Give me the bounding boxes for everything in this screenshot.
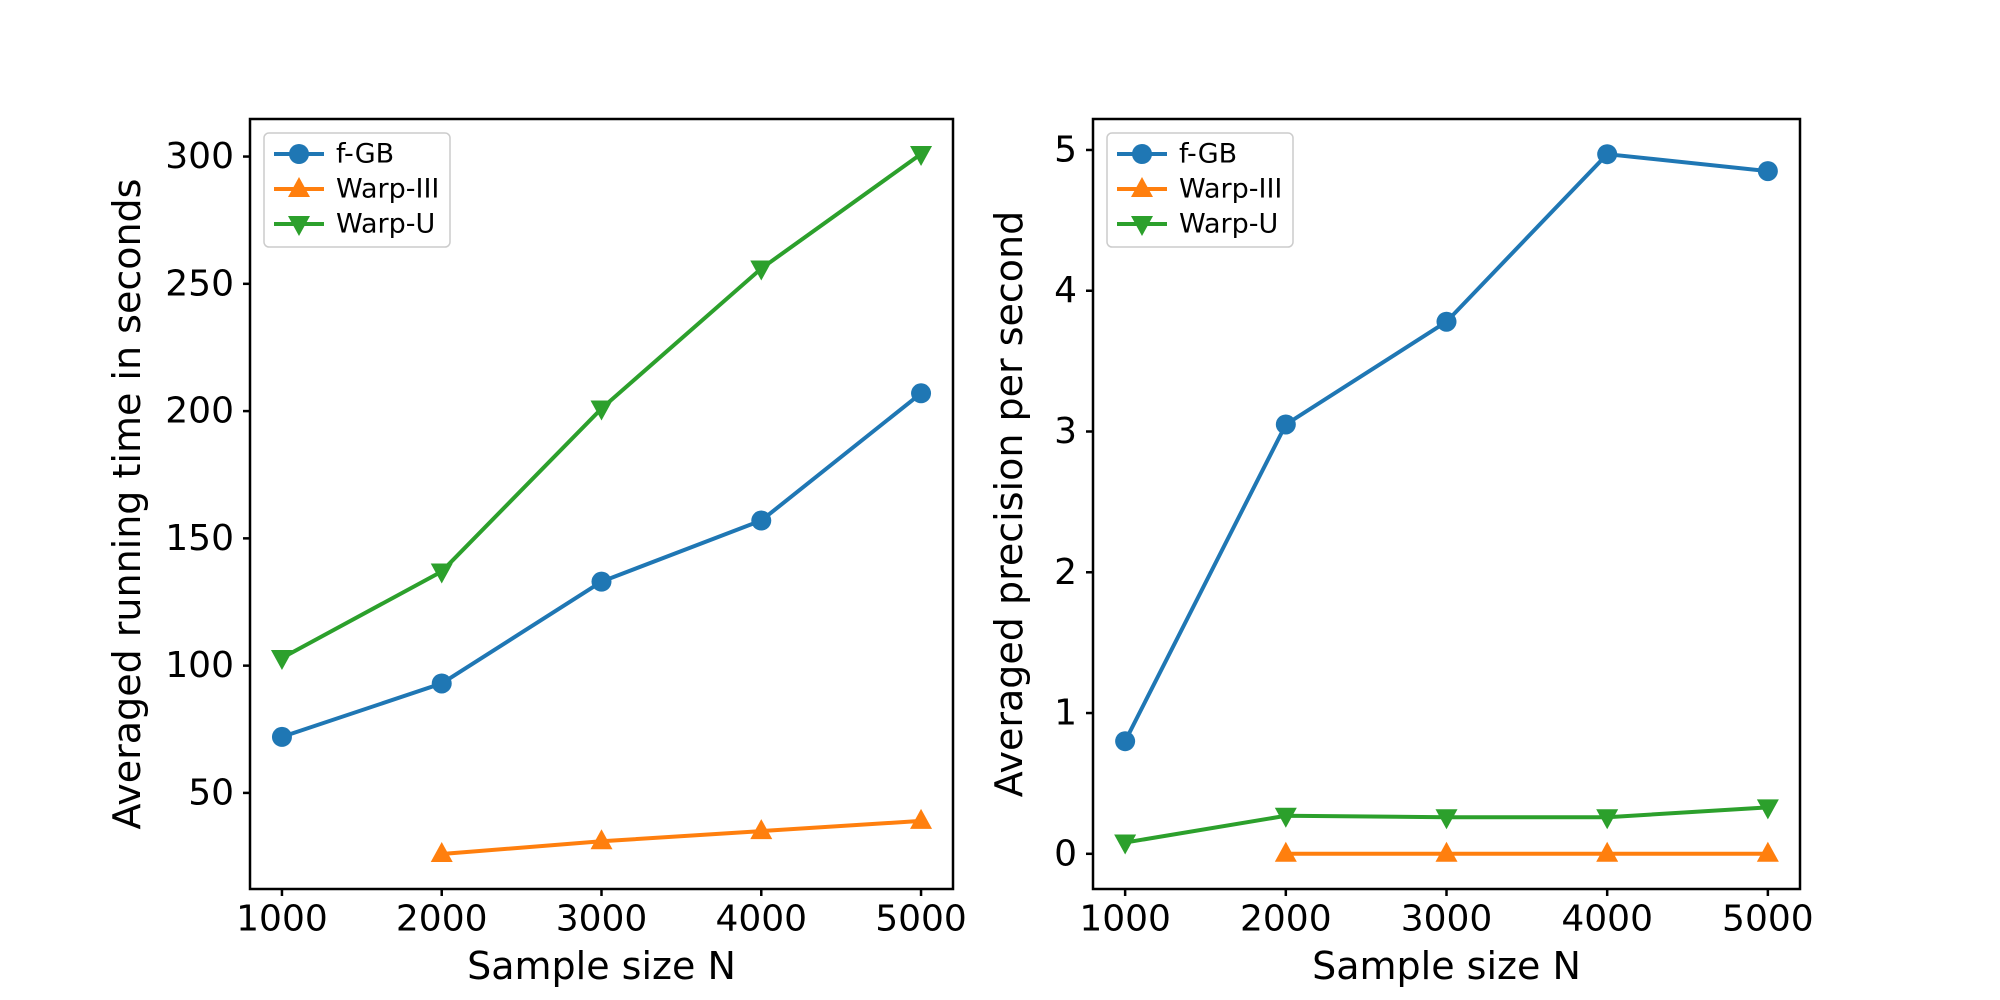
right-marker-Warp-III <box>1596 841 1619 862</box>
x-tick-label: 1000 <box>236 899 328 940</box>
legend-marker-f-GB <box>1132 144 1152 164</box>
right-marker-Warp-U <box>1435 809 1458 830</box>
left-marker-Warp-III <box>750 819 773 840</box>
x-tick-label: 3000 <box>1401 899 1493 940</box>
legend-label: f-GB <box>336 139 394 170</box>
left-marker-f-GB <box>431 673 452 694</box>
legend-box <box>1106 132 1294 248</box>
right-marker-Warp-III <box>1274 841 1297 862</box>
legend-marker-Warp-III <box>288 177 310 197</box>
left-marker-Warp-III <box>590 829 613 850</box>
legend-label: Warp-III <box>336 174 439 205</box>
left-marker-Warp-U <box>910 146 933 166</box>
x-tick-label: 5000 <box>875 899 967 940</box>
left-series-line-f-GB <box>281 391 923 739</box>
left-marker-Warp-III <box>430 842 453 862</box>
right-legend: f-GB Warp-III Warp-U <box>1106 132 1294 248</box>
right-marker-f-GB <box>1597 144 1618 165</box>
y-tick-label: 300 <box>165 136 234 177</box>
legend-label: f-GB <box>1179 139 1237 170</box>
right-marker-f-GB <box>1275 414 1296 435</box>
y-tick-label: 1 <box>1054 693 1077 734</box>
right-marker-Warp-U <box>1114 834 1137 855</box>
left-x-axis-label: Sample size N <box>467 944 736 988</box>
right-marker-Warp-U <box>1274 807 1297 828</box>
left-marker-f-GB <box>591 571 612 592</box>
x-tick-label: 1000 <box>1079 899 1171 940</box>
right-marker-f-GB <box>1757 161 1778 182</box>
y-tick-label: 0 <box>1054 833 1077 874</box>
legend-label: Warp-U <box>336 209 435 240</box>
y-tick-label: 5 <box>1054 129 1077 170</box>
right-y-axis-label: Averaged precision per second <box>987 211 1031 797</box>
y-tick-label: 4 <box>1054 270 1077 311</box>
x-tick-label: 3000 <box>556 899 648 940</box>
left-y-axis-label: Averaged running time in seconds <box>105 179 149 830</box>
right-marker-f-GB <box>1115 731 1136 752</box>
y-tick-label: 250 <box>165 263 234 304</box>
y-tick-label: 50 <box>188 772 234 813</box>
y-tick-label: 100 <box>165 645 234 686</box>
left-marker-Warp-U <box>590 400 613 421</box>
left-legend: f-GB Warp-III Warp-U <box>263 132 451 248</box>
x-tick-label: 5000 <box>1722 899 1814 940</box>
left-marker-f-GB <box>751 510 772 531</box>
legend-label: Warp-III <box>1179 174 1282 205</box>
y-tick-label: 200 <box>165 391 234 432</box>
x-tick-label: 2000 <box>396 899 488 940</box>
y-tick-label: 150 <box>165 518 234 559</box>
left-series-line-Warp-III <box>441 818 922 856</box>
left-marker-Warp-U <box>270 650 293 670</box>
right-panel: 1000 2000 3000 4000 5000 0 1 2 3 4 5 Sample size N A… <box>987 117 1814 988</box>
left-marker-Warp-U <box>430 563 453 584</box>
legend-box <box>263 132 451 248</box>
right-marker-Warp-U <box>1756 799 1779 820</box>
left-marker-f-GB <box>271 726 292 747</box>
legend-marker-Warp-U <box>1131 216 1153 236</box>
x-tick-label: 4000 <box>715 899 807 940</box>
right-x-axis-label: Sample size N <box>1312 944 1581 988</box>
right-marker-Warp-III <box>1435 841 1458 862</box>
y-tick-label: 3 <box>1054 411 1077 452</box>
y-tick-label: 2 <box>1054 552 1077 593</box>
left-marker-f-GB <box>911 383 932 404</box>
left-marker-Warp-U <box>750 260 773 281</box>
legend-marker-f-GB <box>289 144 309 164</box>
x-tick-label: 2000 <box>1240 899 1332 940</box>
legend-marker-Warp-U <box>288 216 310 236</box>
right-marker-Warp-III <box>1756 841 1779 862</box>
left-marker-Warp-III <box>910 808 933 829</box>
left-panel: 1000 2000 3000 4000 5000 50 100 150 200 250 300 Sam… <box>105 117 967 988</box>
legend-label: Warp-U <box>1179 209 1278 240</box>
x-tick-label: 4000 <box>1561 899 1653 940</box>
legend-marker-Warp-III <box>1131 177 1153 197</box>
right-marker-f-GB <box>1436 311 1457 332</box>
right-marker-Warp-U <box>1596 809 1619 830</box>
